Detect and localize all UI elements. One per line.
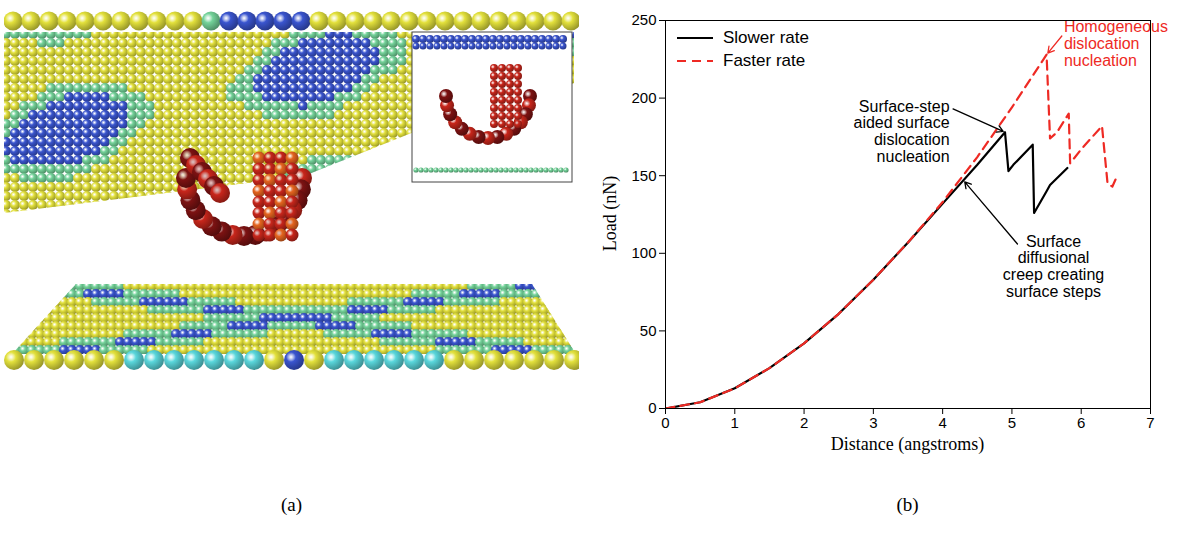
- svg-text:0: 0: [648, 399, 656, 416]
- svg-text:3: 3: [869, 414, 877, 431]
- svg-text:250: 250: [631, 11, 656, 28]
- svg-text:50: 50: [640, 322, 657, 339]
- svg-text:150: 150: [631, 167, 656, 184]
- svg-text:Surface-stepaided surfacedislo: Surface-stepaided surfacedislocationnucl…: [854, 98, 950, 165]
- svg-text:7: 7: [1146, 414, 1154, 431]
- svg-text:200: 200: [631, 89, 656, 106]
- svg-text:0: 0: [661, 414, 669, 431]
- html-text:(a): (a): [281, 494, 302, 515]
- svg-text:Surfacediffusionalcreep creati: Surfacediffusionalcreep creatingsurface …: [1003, 233, 1104, 300]
- svg-text:6: 6: [1077, 414, 1085, 431]
- html-text:Slower rate: Slower rate: [723, 27, 809, 47]
- html-text:(b): (b): [896, 494, 919, 515]
- svg-text:2: 2: [800, 414, 808, 431]
- html-text:Distance (angstroms): Distance (angstroms): [830, 434, 985, 454]
- svg-text:100: 100: [631, 244, 656, 261]
- html-text:Faster rate: Faster rate: [723, 50, 806, 70]
- svg-text:1: 1: [731, 414, 739, 431]
- html-text:Load (nN): Load (nN): [600, 175, 621, 252]
- svg-text:Homogeneousdislocationnucleati: Homogeneousdislocationnucleation: [1064, 18, 1168, 69]
- svg-text:5: 5: [1008, 414, 1016, 431]
- svg-text:4: 4: [938, 414, 946, 431]
